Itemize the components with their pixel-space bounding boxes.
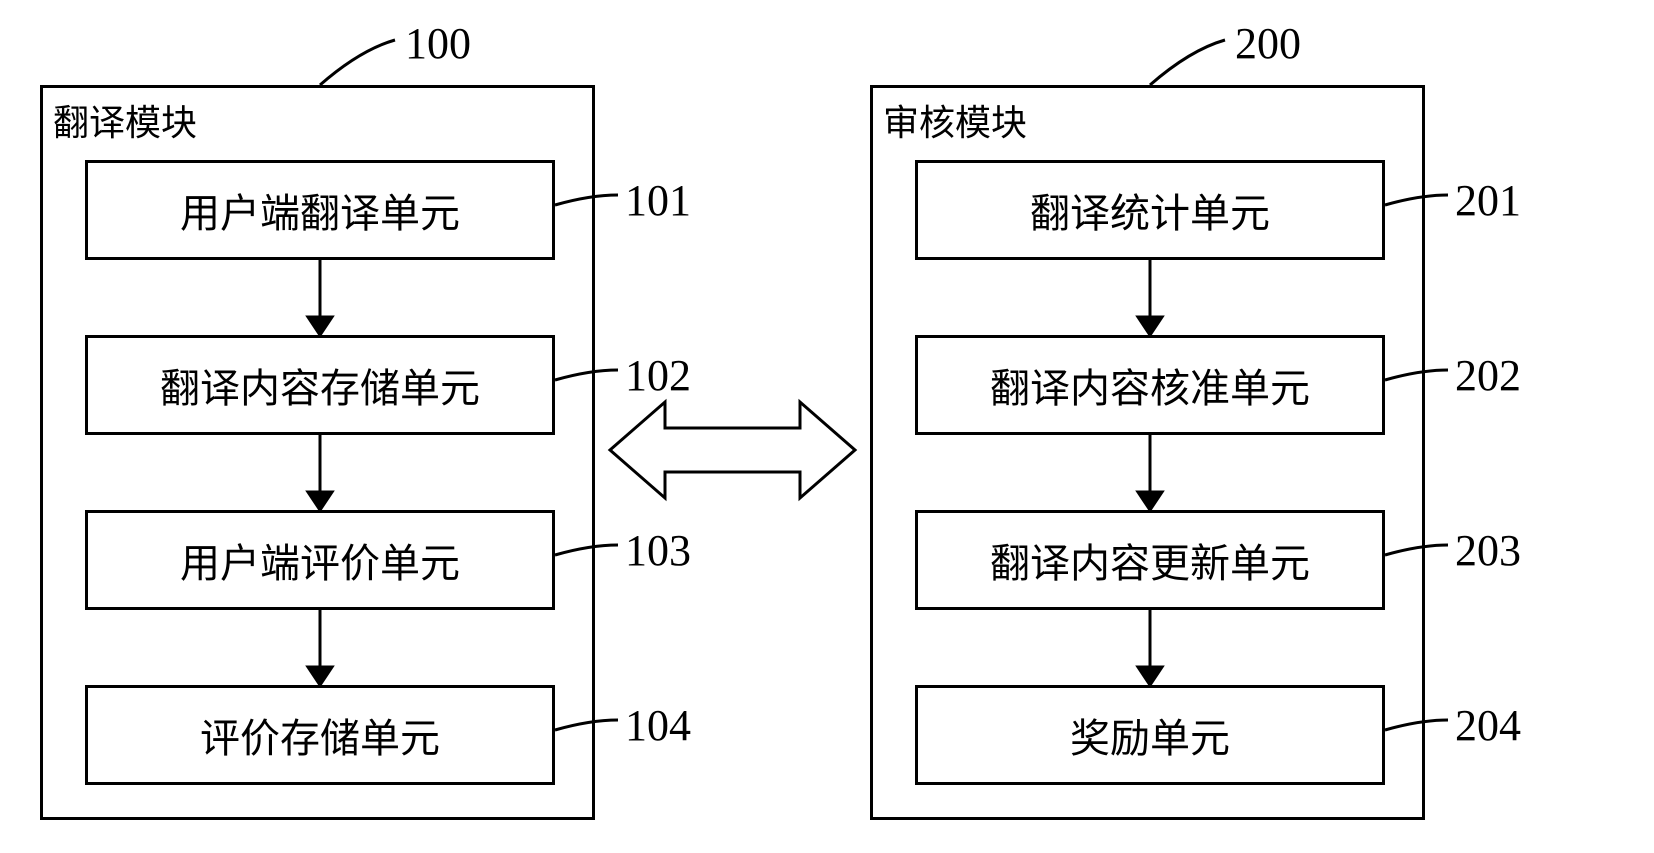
unit-text: 用户端翻译单元 [180,181,460,239]
module-callout-curve [320,40,395,85]
unit-callout-label: 202 [1455,350,1521,401]
unit-text: 翻译内容核准单元 [990,356,1310,414]
unit-text: 翻译统计单元 [1030,181,1270,239]
unit-box: 翻译内容存储单元 [85,335,555,435]
unit-box: 用户端评价单元 [85,510,555,610]
module-title: 翻译模块 [53,94,197,146]
module-callout-curve [1150,40,1225,85]
unit-callout-label: 102 [625,350,691,401]
unit-text: 奖励单元 [1070,706,1230,764]
unit-callout-label: 203 [1455,525,1521,576]
module-title: 审核模块 [883,94,1027,146]
module-callout-label: 100 [405,18,471,69]
unit-callout-label: 103 [625,525,691,576]
unit-callout-label: 101 [625,175,691,226]
unit-text: 翻译内容更新单元 [990,531,1310,589]
unit-text: 评价存储单元 [200,706,440,764]
unit-callout-label: 201 [1455,175,1521,226]
unit-text: 用户端评价单元 [180,531,460,589]
unit-text: 翻译内容存储单元 [160,356,480,414]
unit-box: 评价存储单元 [85,685,555,785]
diagram-canvas: 翻译模块 100 用户端翻译单元 101 翻译内容存储单元 102 用户端评价单元 103 评价… [0,0,1654,853]
unit-callout-label: 104 [625,700,691,751]
module-callout-label: 200 [1235,18,1301,69]
unit-box: 翻译内容更新单元 [915,510,1385,610]
double-arrow [610,402,855,498]
unit-box: 翻译内容核准单元 [915,335,1385,435]
unit-callout-label: 204 [1455,700,1521,751]
unit-box: 翻译统计单元 [915,160,1385,260]
unit-box: 奖励单元 [915,685,1385,785]
unit-box: 用户端翻译单元 [85,160,555,260]
